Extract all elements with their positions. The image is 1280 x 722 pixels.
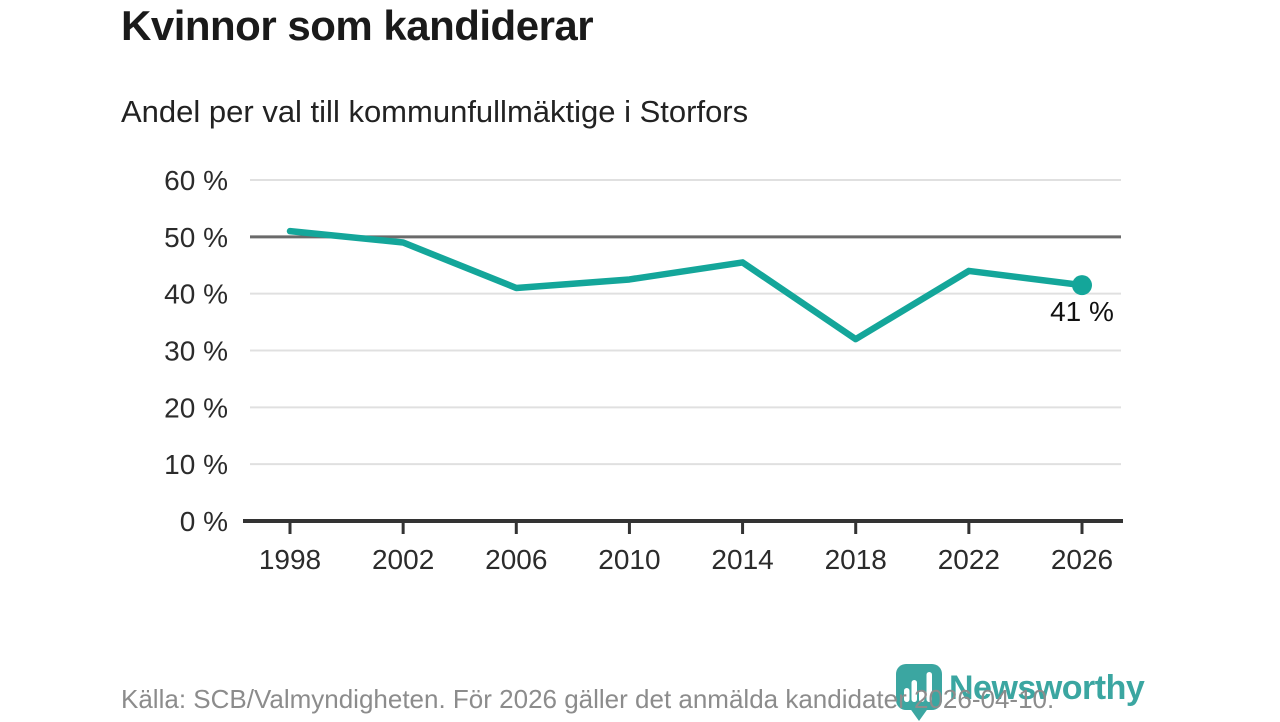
y-tick-label: 10 % <box>164 449 228 480</box>
last-point-value-label: 41 % <box>1050 296 1114 327</box>
source-note: Källa: SCB/Valmyndigheten. För 2026 gäll… <box>121 684 1055 714</box>
x-axis <box>243 519 1123 534</box>
x-tick-label: 2014 <box>711 544 773 575</box>
x-tick-label: 1998 <box>259 544 321 575</box>
gridlines <box>250 179 1121 466</box>
newsworthy-logo: Newsworthy <box>896 664 1145 722</box>
newsworthy-pin-icon <box>896 664 942 721</box>
x-tick-label: 2010 <box>598 544 660 575</box>
x-tick-label: 2006 <box>485 544 547 575</box>
newsworthy-wordmark: Newsworthy <box>949 669 1145 707</box>
x-tick-label: 2022 <box>938 544 1000 575</box>
x-tick-label: 2018 <box>825 544 887 575</box>
y-tick-label: 20 % <box>164 392 228 423</box>
x-tick-label: 2002 <box>372 544 434 575</box>
chart-title: Kvinnor som kandiderar <box>121 2 594 49</box>
y-axis-labels: 0 % 10 % 20 % 30 % 40 % 50 % 60 % <box>164 165 228 537</box>
last-point-dot <box>1072 275 1093 296</box>
chart-subtitle: Andel per val till kommunfullmäktige i S… <box>121 94 749 129</box>
y-tick-label: 60 % <box>164 165 228 196</box>
y-tick-label: 50 % <box>164 222 228 253</box>
x-tick-label: 2026 <box>1051 544 1113 575</box>
y-tick-label: 30 % <box>164 336 228 367</box>
y-tick-label: 0 % <box>180 506 228 537</box>
data-line <box>286 227 1086 343</box>
x-axis-labels: 1998 2002 2006 2010 2014 2018 2022 2026 <box>259 544 1113 575</box>
y-tick-label: 40 % <box>164 279 228 310</box>
